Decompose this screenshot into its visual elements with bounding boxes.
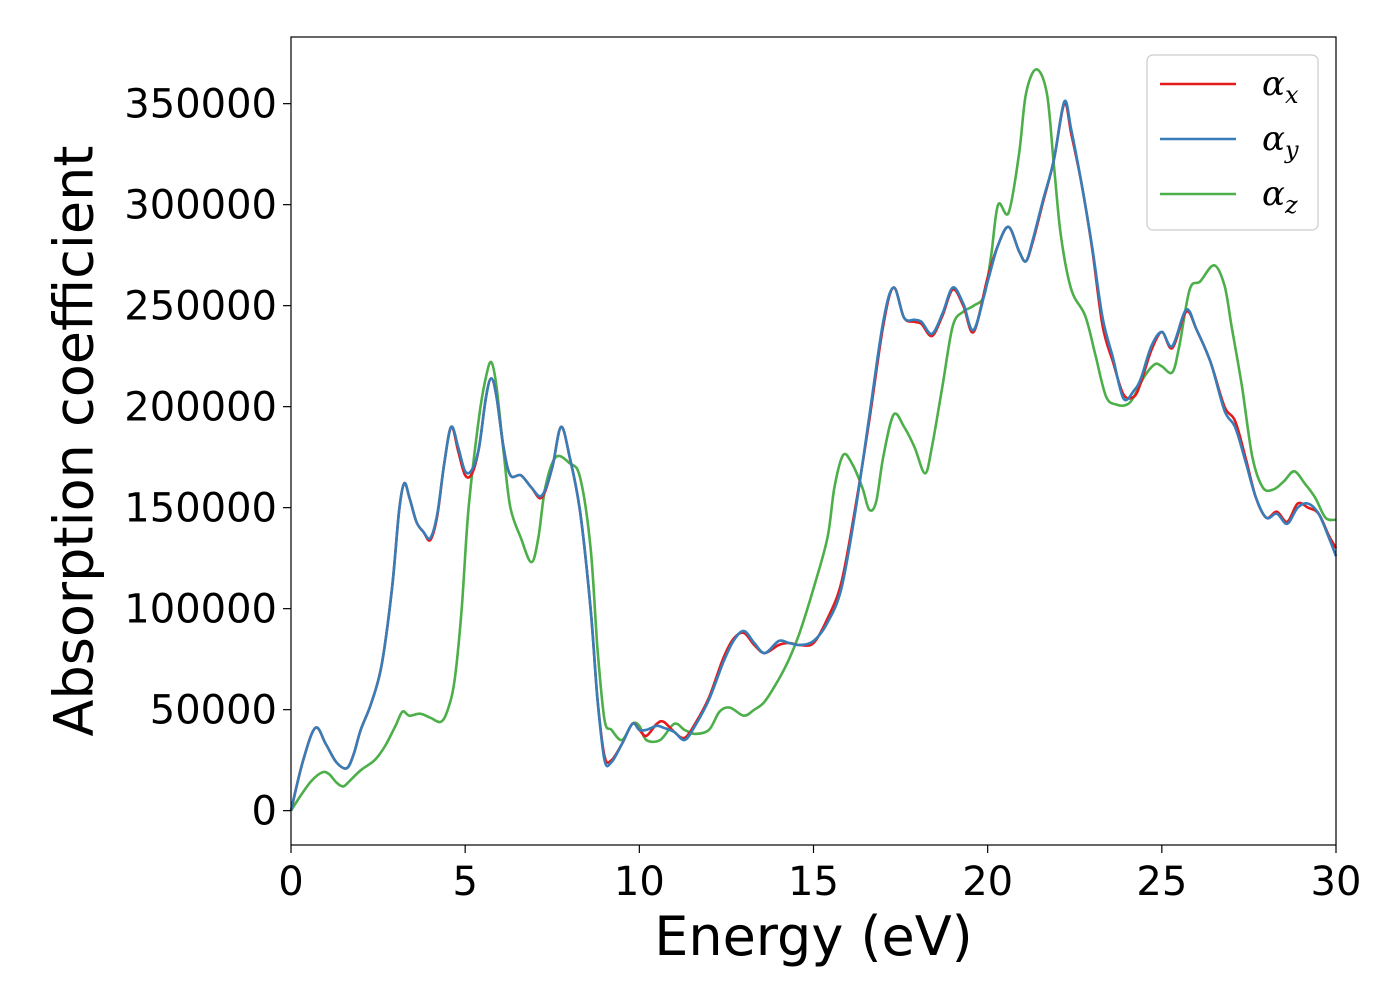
y-tick-label: 50000 (150, 688, 277, 734)
legend-label-y: αy (1262, 119, 1299, 164)
x-axis-label: Energy (eV) (654, 905, 973, 968)
y-axis-label: Absorption coefficient (43, 146, 106, 737)
x-tick-label: 20 (962, 859, 1013, 905)
y-tick-label: 350000 (124, 82, 277, 128)
legend-subscript: x (1285, 81, 1299, 109)
y-tick-label: 150000 (124, 486, 277, 532)
x-tick-label: 30 (1311, 859, 1362, 905)
y-tick-label: 0 (252, 789, 277, 835)
y-tick-label: 300000 (124, 183, 277, 229)
y-tick-label: 200000 (124, 385, 277, 431)
y-tick-label: 100000 (124, 587, 277, 633)
legend-subscript: z (1284, 191, 1298, 219)
x-tick-label: 0 (278, 859, 303, 905)
legend-subscript: y (1284, 136, 1299, 164)
series-lines (289, 68, 1338, 812)
legend-label-x: αx (1262, 64, 1299, 109)
series-line-y (289, 99, 1338, 811)
x-tick-label: 10 (614, 859, 665, 905)
series-line-z (289, 68, 1337, 812)
x-tick-label: 15 (788, 859, 839, 905)
axis-ticks: 0 5 10 15 20 25 30 0 50000 100000 150000 200000 2500… (124, 82, 1361, 905)
y-tick-label: 250000 (124, 284, 277, 330)
x-tick-label: 25 (1136, 859, 1187, 905)
x-tick-label: 5 (452, 859, 477, 905)
legend-box (1146, 54, 1319, 231)
